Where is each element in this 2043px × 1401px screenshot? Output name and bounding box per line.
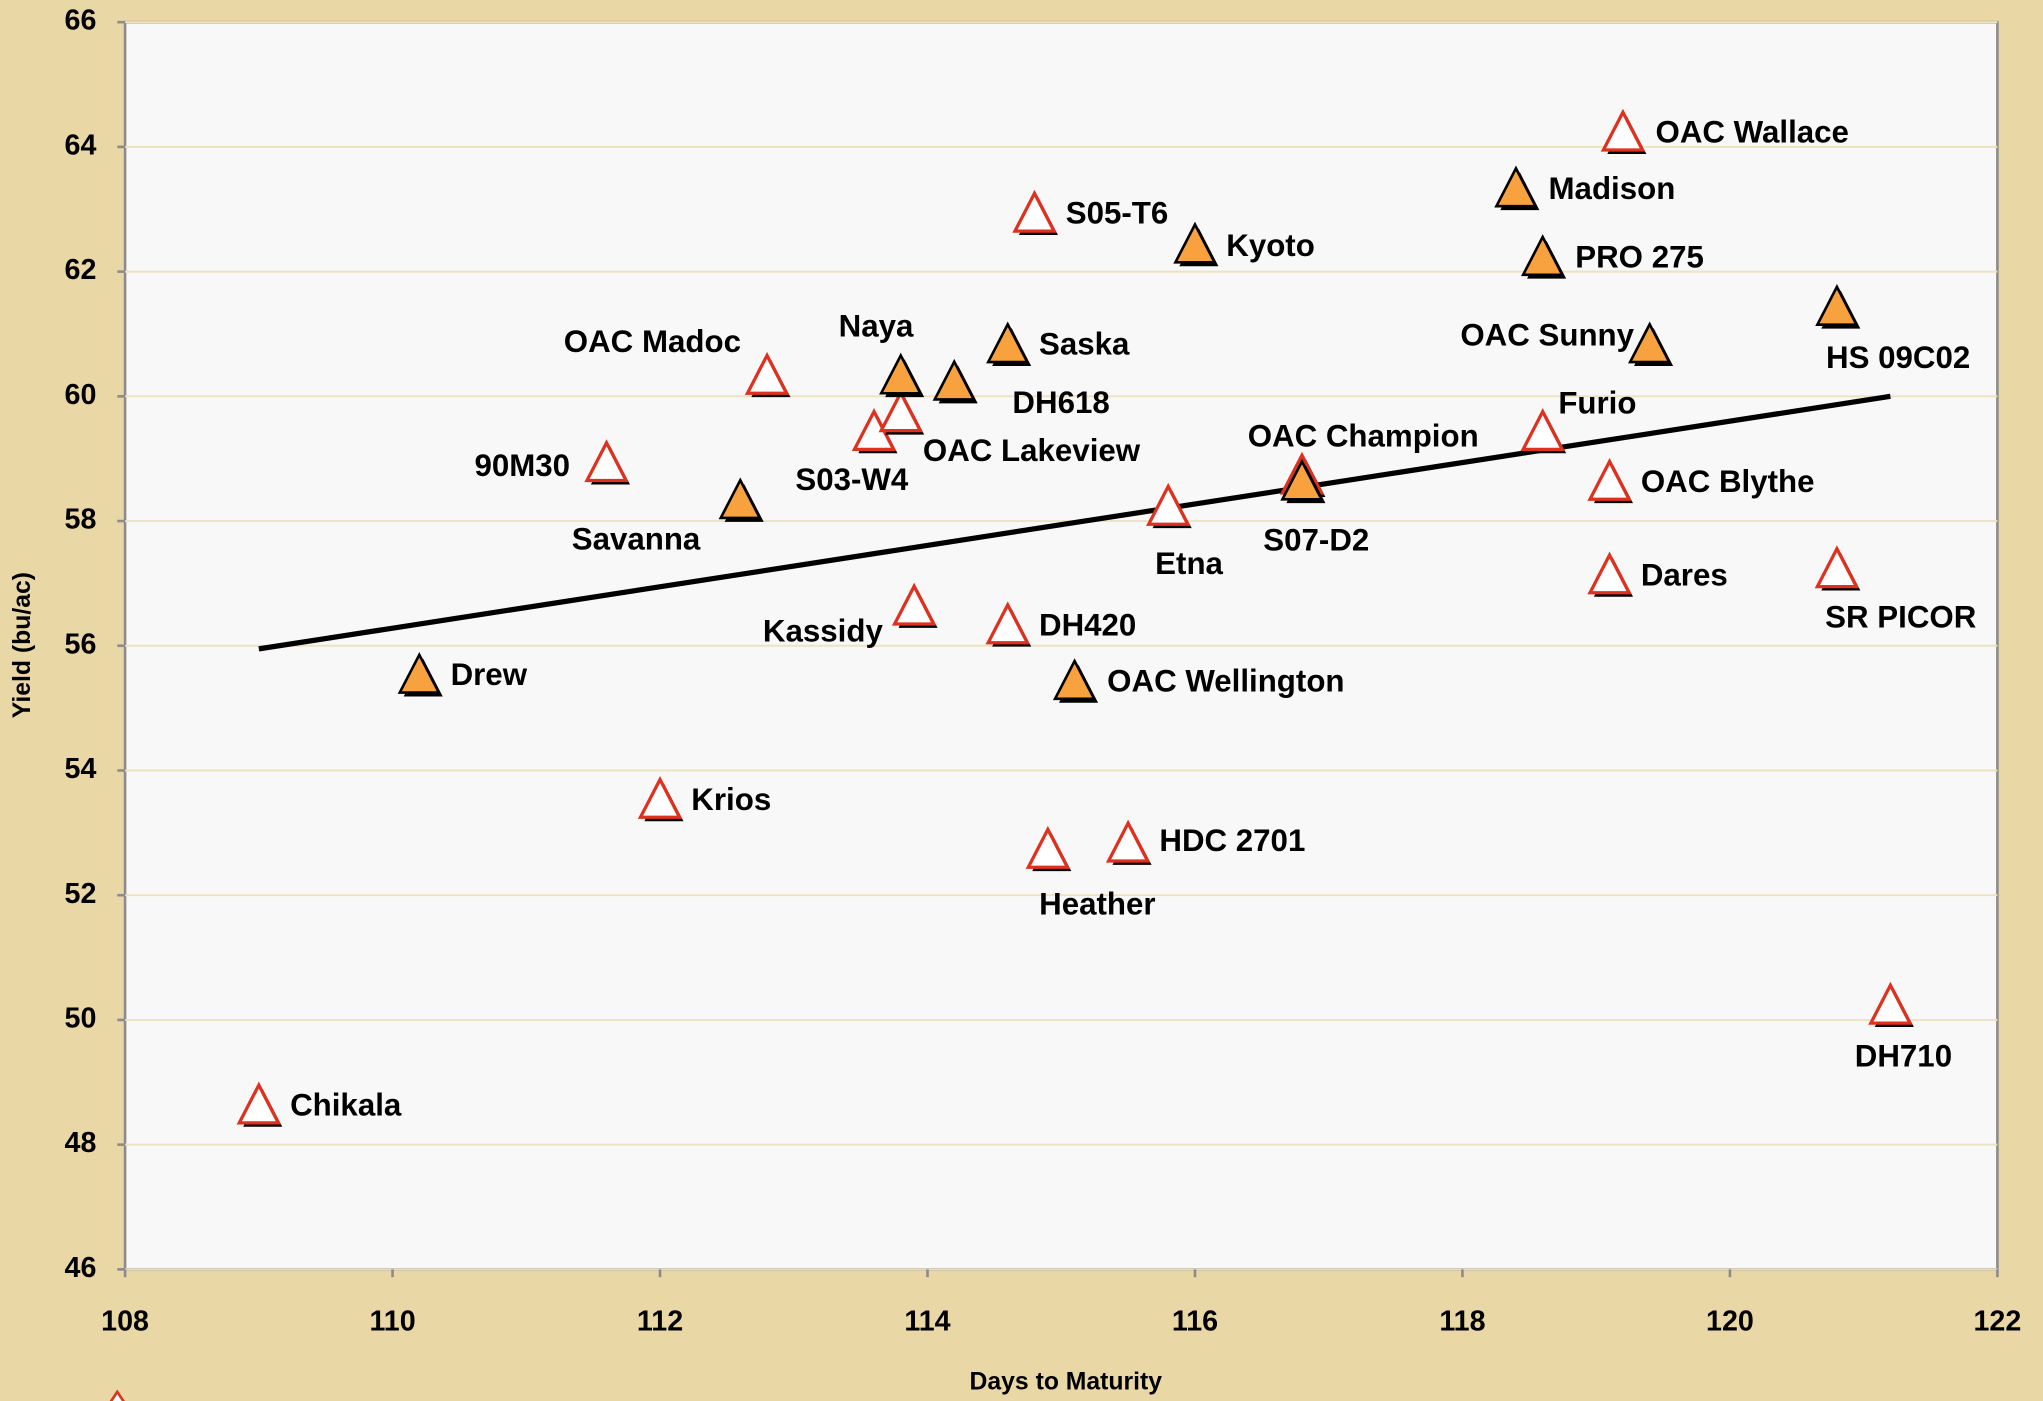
point-label: PRO 275 — [1575, 239, 1704, 274]
point-label: Furio — [1558, 385, 1636, 420]
point-label: Dares — [1641, 557, 1728, 592]
marker — [1627, 321, 1672, 364]
x-tick-label: 114 — [904, 1305, 950, 1337]
point-label: OAC Wellington — [1107, 663, 1344, 698]
point-label: OAC Champion — [1248, 419, 1479, 454]
marker — [1025, 825, 1071, 869]
marker — [1868, 981, 1913, 1025]
point-label: OAC Blythe — [1641, 464, 1815, 499]
marker — [1587, 457, 1632, 501]
marker — [1012, 189, 1057, 233]
point-label: Savanna — [572, 522, 701, 557]
y-tick-label: 52 — [65, 878, 97, 910]
y-tick-label: 66 — [65, 5, 97, 37]
point-label: S05-T6 — [1066, 196, 1169, 231]
marker — [878, 389, 923, 433]
y-tick-label: 60 — [65, 379, 97, 411]
point-label: DH618 — [1012, 385, 1109, 420]
marker — [397, 651, 441, 694]
point-label: OAC Sunny — [1460, 318, 1634, 353]
x-tick-label: 122 — [1973, 1305, 2021, 1337]
x-axis-title: Days to Maturity — [970, 1368, 1163, 1395]
y-tick-label: 64 — [65, 129, 97, 161]
point-label: OAC Lakeview — [923, 433, 1141, 468]
marker — [744, 351, 790, 395]
marker — [637, 775, 683, 819]
marker — [1521, 234, 1565, 277]
marker — [932, 358, 976, 401]
legend-icon — [109, 1389, 125, 1401]
marker — [1173, 221, 1217, 264]
y-tick-label: 46 — [65, 1252, 97, 1284]
point-label: HS 09C02 — [1826, 340, 1970, 375]
y-tick-label: 56 — [65, 628, 97, 660]
point-label: 90M30 — [474, 448, 570, 483]
marker — [1520, 408, 1565, 452]
point-label: SR PICOR — [1825, 599, 1976, 634]
x-tick-label: 110 — [369, 1305, 415, 1337]
marker — [1815, 284, 1859, 326]
point-label: S07-D2 — [1263, 523, 1369, 558]
point-label: Krios — [691, 782, 771, 817]
point-label: Kyoto — [1226, 228, 1315, 263]
x-tick-label: 112 — [637, 1305, 683, 1337]
point-label: Chikala — [290, 1087, 402, 1122]
y-tick-label: 62 — [65, 254, 97, 286]
marker — [1814, 545, 1860, 589]
marker — [985, 601, 1030, 645]
point-label: OAC Wallace — [1656, 115, 1849, 150]
marker — [891, 582, 937, 626]
point-label: S03-W4 — [795, 462, 909, 497]
y-tick-label: 58 — [65, 504, 97, 536]
point-label: DH420 — [1039, 607, 1136, 642]
marker — [1105, 819, 1151, 863]
point-label: DH710 — [1855, 1039, 1952, 1074]
point-label: Drew — [451, 657, 528, 692]
point-label: Saska — [1039, 327, 1130, 362]
marker — [1280, 458, 1324, 501]
marker — [236, 1081, 282, 1125]
marker — [986, 321, 1030, 364]
y-tick-label: 48 — [65, 1127, 97, 1159]
marker — [1600, 108, 1646, 152]
marker — [1494, 165, 1538, 208]
trendline — [258, 393, 1891, 652]
point-label: OAC Madoc — [564, 324, 741, 359]
point-label: HDC 2701 — [1159, 823, 1305, 858]
y-tick-label: 54 — [65, 753, 97, 785]
marker — [1052, 658, 1097, 701]
y-axis-title: Yield (bu/ac) — [9, 572, 36, 718]
x-tick-label: 118 — [1439, 1305, 1485, 1337]
point-label: Madison — [1549, 171, 1676, 206]
x-tick-label: 108 — [101, 1305, 149, 1337]
marker — [584, 439, 629, 483]
point-label: Etna — [1155, 546, 1223, 581]
point-label: Heather — [1039, 887, 1155, 922]
marker — [1587, 551, 1632, 595]
x-tick-label: 116 — [1172, 1305, 1218, 1337]
y-tick-label: 50 — [65, 1003, 97, 1035]
x-tick-label: 120 — [1706, 1305, 1754, 1337]
marker — [718, 477, 762, 520]
marker — [879, 352, 923, 395]
point-label: Naya — [839, 308, 914, 343]
point-label: Kassidy — [763, 613, 884, 648]
marker — [1146, 482, 1191, 526]
